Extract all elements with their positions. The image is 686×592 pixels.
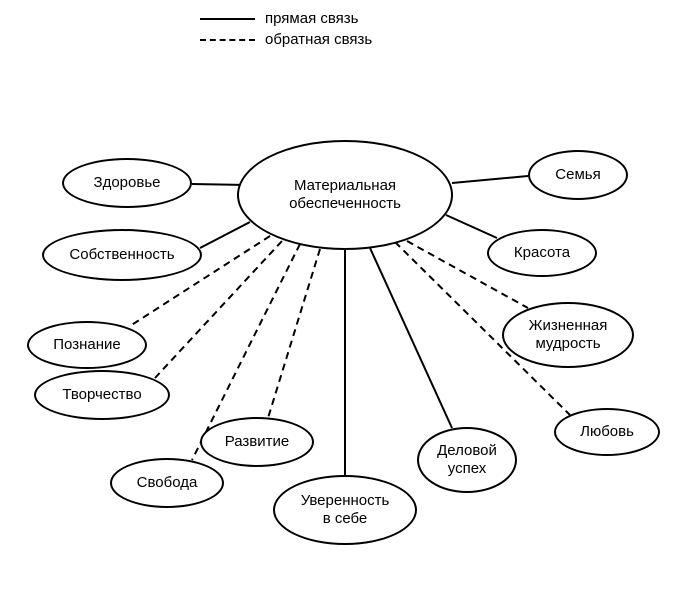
edge-center-success [370,248,452,428]
node-label: Материальнаяобеспеченность [289,177,401,213]
node-label: Жизненнаямудрость [529,317,608,353]
node-confidence: Уверенностьв себе [273,475,417,545]
node-wisdom: Жизненнаямудрость [502,302,634,368]
node-label: Развитие [225,433,290,451]
node-label: Красота [514,244,570,262]
edge-center-growth [268,249,320,418]
edge-center-property [200,222,250,248]
edge-center-family [452,176,528,183]
node-growth: Развитие [200,417,314,467]
node-love: Любовь [554,408,660,456]
node-label: Деловойуспех [437,442,497,478]
edge-center-beauty [446,215,497,238]
node-label: Свобода [137,474,198,492]
node-label: Семья [555,166,600,184]
node-freedom: Свобода [110,458,224,508]
node-success: Деловойуспех [417,427,517,493]
node-beauty: Красота [487,229,597,277]
node-label: Творчество [62,386,141,404]
node-health: Здоровье [62,158,192,208]
node-label: Здоровье [94,174,161,192]
node-label: Уверенностьв себе [301,492,390,528]
node-property: Собственность [42,229,202,281]
node-label: Любовь [580,423,634,441]
node-family: Семья [528,150,628,200]
node-label: Собственность [69,246,174,264]
node-label: Познание [53,336,120,354]
node-center: Материальнаяобеспеченность [237,140,453,250]
node-cognition: Познание [27,321,147,369]
node-creativity: Творчество [34,370,170,420]
